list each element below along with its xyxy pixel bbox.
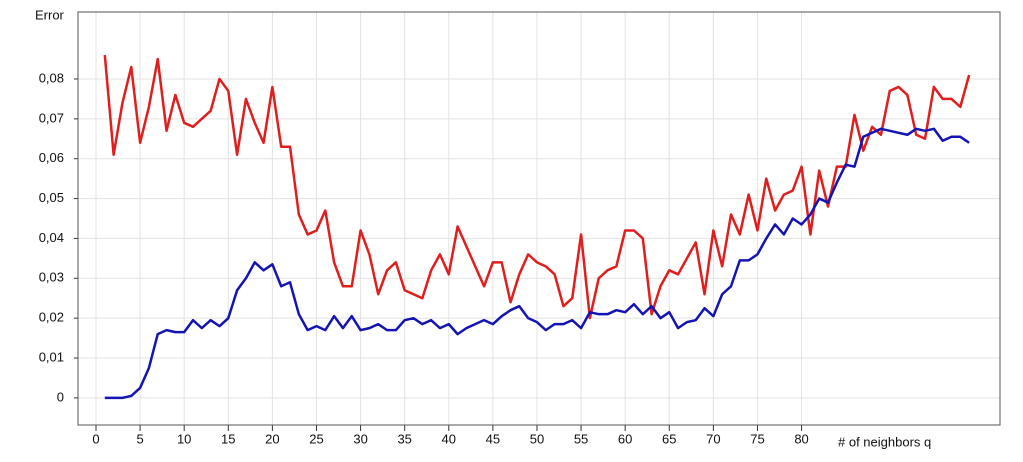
y-tick-label: 0,02 — [39, 310, 64, 325]
plot-frame — [77, 11, 1001, 426]
x-tick-label: 0 — [92, 431, 99, 446]
x-tick-label: 10 — [177, 431, 191, 446]
y-tick-label: 0,03 — [39, 270, 64, 285]
x-tick-label: 40 — [442, 431, 456, 446]
y-tick-label: 0,05 — [39, 190, 64, 205]
series-line — [103, 54, 971, 320]
x-tick-label: 30 — [353, 431, 367, 446]
y-tick-label: 0,06 — [39, 150, 64, 165]
x-tick-label: 75 — [750, 431, 764, 446]
y-axis-label: Error — [35, 7, 65, 22]
x-tick-label: 25 — [309, 431, 323, 446]
x-tick-label: 20 — [265, 431, 279, 446]
x-tick-label: 65 — [662, 431, 676, 446]
x-tick-label: 60 — [618, 431, 632, 446]
x-tick-label: 55 — [574, 431, 588, 446]
x-tick-label: 70 — [706, 431, 720, 446]
y-tick-label: 0,01 — [39, 349, 64, 364]
x-tick-label: 35 — [397, 431, 411, 446]
x-tick-label: 45 — [486, 431, 500, 446]
series-line — [104, 127, 970, 400]
x-tick-label: 50 — [530, 431, 544, 446]
x-axis-label: # of neighbors q — [838, 434, 931, 449]
x-tick-label: 80 — [794, 431, 808, 446]
x-tick-label: 15 — [221, 431, 235, 446]
y-tick-label: 0,04 — [39, 230, 64, 245]
y-tick-label: 0,08 — [39, 70, 64, 85]
y-tick-label: 0,07 — [39, 110, 64, 125]
y-tick-label: 0 — [57, 389, 64, 404]
x-tick-label: 5 — [136, 431, 143, 446]
